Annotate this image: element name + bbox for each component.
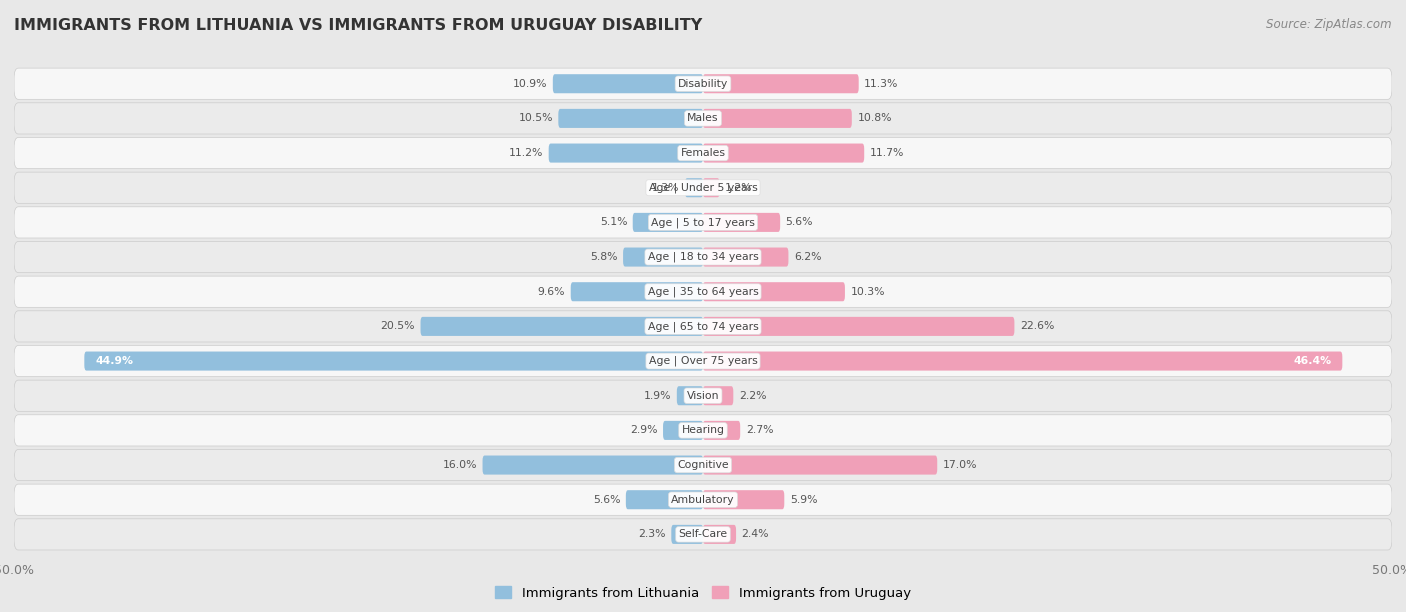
Legend: Immigrants from Lithuania, Immigrants from Uruguay: Immigrants from Lithuania, Immigrants fr… <box>491 581 915 605</box>
FancyBboxPatch shape <box>703 74 859 93</box>
FancyBboxPatch shape <box>571 282 703 301</box>
FancyBboxPatch shape <box>14 242 1392 273</box>
FancyBboxPatch shape <box>14 345 1392 376</box>
Text: 1.9%: 1.9% <box>644 390 671 401</box>
FancyBboxPatch shape <box>14 311 1392 342</box>
FancyBboxPatch shape <box>685 178 703 197</box>
Text: 17.0%: 17.0% <box>943 460 977 470</box>
Text: 1.2%: 1.2% <box>725 183 752 193</box>
Text: 10.9%: 10.9% <box>513 79 547 89</box>
FancyBboxPatch shape <box>14 484 1392 515</box>
Text: 5.8%: 5.8% <box>591 252 617 262</box>
FancyBboxPatch shape <box>14 103 1392 134</box>
Text: 5.9%: 5.9% <box>790 494 817 505</box>
FancyBboxPatch shape <box>14 415 1392 446</box>
Text: 9.6%: 9.6% <box>537 287 565 297</box>
Text: 5.6%: 5.6% <box>593 494 620 505</box>
Text: Age | 5 to 17 years: Age | 5 to 17 years <box>651 217 755 228</box>
Text: 2.3%: 2.3% <box>638 529 666 539</box>
Text: Males: Males <box>688 113 718 124</box>
FancyBboxPatch shape <box>676 386 703 405</box>
FancyBboxPatch shape <box>14 449 1392 480</box>
Text: 22.6%: 22.6% <box>1019 321 1054 331</box>
FancyBboxPatch shape <box>14 519 1392 550</box>
Text: 44.9%: 44.9% <box>96 356 134 366</box>
FancyBboxPatch shape <box>703 213 780 232</box>
Text: Source: ZipAtlas.com: Source: ZipAtlas.com <box>1267 18 1392 31</box>
FancyBboxPatch shape <box>664 421 703 440</box>
FancyBboxPatch shape <box>703 109 852 128</box>
Text: Age | 65 to 74 years: Age | 65 to 74 years <box>648 321 758 332</box>
FancyBboxPatch shape <box>703 351 1343 371</box>
Text: 11.7%: 11.7% <box>870 148 904 158</box>
FancyBboxPatch shape <box>482 455 703 474</box>
Text: Disability: Disability <box>678 79 728 89</box>
Text: 2.7%: 2.7% <box>745 425 773 435</box>
Text: IMMIGRANTS FROM LITHUANIA VS IMMIGRANTS FROM URUGUAY DISABILITY: IMMIGRANTS FROM LITHUANIA VS IMMIGRANTS … <box>14 18 703 34</box>
Text: 5.1%: 5.1% <box>600 217 627 228</box>
FancyBboxPatch shape <box>703 317 1014 336</box>
Text: 46.4%: 46.4% <box>1294 356 1331 366</box>
FancyBboxPatch shape <box>703 455 938 474</box>
Text: 16.0%: 16.0% <box>443 460 477 470</box>
Text: Self-Care: Self-Care <box>679 529 727 539</box>
FancyBboxPatch shape <box>14 380 1392 411</box>
Text: 2.4%: 2.4% <box>741 529 769 539</box>
FancyBboxPatch shape <box>14 172 1392 203</box>
Text: Ambulatory: Ambulatory <box>671 494 735 505</box>
FancyBboxPatch shape <box>703 144 865 163</box>
Text: Females: Females <box>681 148 725 158</box>
Text: 1.3%: 1.3% <box>652 183 679 193</box>
FancyBboxPatch shape <box>548 144 703 163</box>
Text: 5.6%: 5.6% <box>786 217 813 228</box>
FancyBboxPatch shape <box>703 247 789 267</box>
FancyBboxPatch shape <box>14 207 1392 238</box>
FancyBboxPatch shape <box>14 138 1392 169</box>
FancyBboxPatch shape <box>703 525 737 544</box>
Text: 11.2%: 11.2% <box>509 148 543 158</box>
FancyBboxPatch shape <box>14 68 1392 99</box>
Text: 10.5%: 10.5% <box>519 113 553 124</box>
FancyBboxPatch shape <box>420 317 703 336</box>
Text: 2.2%: 2.2% <box>738 390 766 401</box>
FancyBboxPatch shape <box>703 490 785 509</box>
Text: 10.8%: 10.8% <box>858 113 891 124</box>
FancyBboxPatch shape <box>14 276 1392 307</box>
FancyBboxPatch shape <box>703 386 734 405</box>
Text: 2.9%: 2.9% <box>630 425 658 435</box>
FancyBboxPatch shape <box>633 213 703 232</box>
Text: Age | Over 75 years: Age | Over 75 years <box>648 356 758 367</box>
Text: 6.2%: 6.2% <box>794 252 821 262</box>
Text: Cognitive: Cognitive <box>678 460 728 470</box>
FancyBboxPatch shape <box>703 178 720 197</box>
FancyBboxPatch shape <box>558 109 703 128</box>
Text: Age | 18 to 34 years: Age | 18 to 34 years <box>648 252 758 263</box>
FancyBboxPatch shape <box>626 490 703 509</box>
Text: Hearing: Hearing <box>682 425 724 435</box>
FancyBboxPatch shape <box>703 421 740 440</box>
FancyBboxPatch shape <box>703 282 845 301</box>
Text: Vision: Vision <box>686 390 720 401</box>
FancyBboxPatch shape <box>553 74 703 93</box>
Text: 10.3%: 10.3% <box>851 287 884 297</box>
Text: 20.5%: 20.5% <box>381 321 415 331</box>
Text: Age | Under 5 years: Age | Under 5 years <box>648 182 758 193</box>
FancyBboxPatch shape <box>623 247 703 267</box>
FancyBboxPatch shape <box>671 525 703 544</box>
Text: 11.3%: 11.3% <box>865 79 898 89</box>
Text: Age | 35 to 64 years: Age | 35 to 64 years <box>648 286 758 297</box>
FancyBboxPatch shape <box>84 351 703 371</box>
